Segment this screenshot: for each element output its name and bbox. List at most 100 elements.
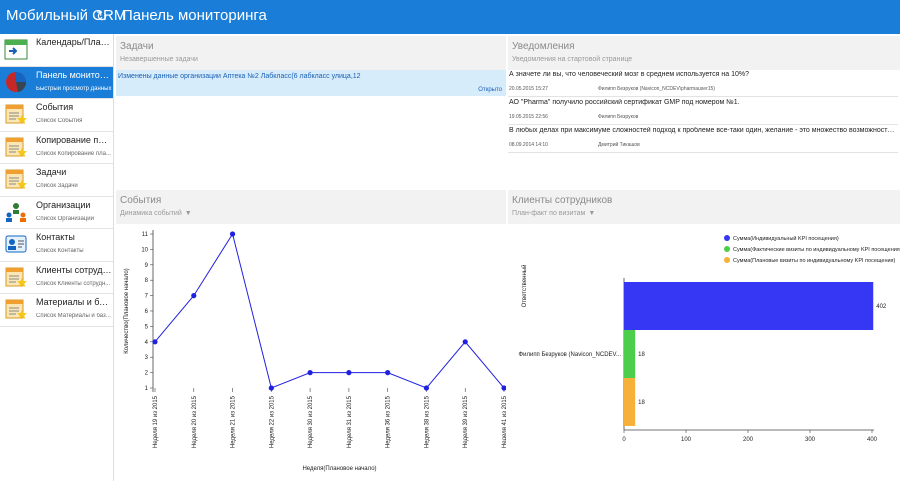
app-title: Мобильный CRM xyxy=(6,7,127,24)
sidebar-item-materials[interactable]: Материалы и база... Список Материалы и б… xyxy=(0,294,113,327)
category-label: Филипп Безруков (Navicon_NCDEV... xyxy=(519,352,622,358)
legend-label: Сумма(Фактические визиты по индивидуальн… xyxy=(733,247,900,253)
y-tick-label: 6 xyxy=(145,309,149,315)
sidebar-item-calendar[interactable]: Календарь/Планир... xyxy=(0,34,113,67)
data-point xyxy=(152,339,158,345)
calendar-icon xyxy=(4,39,28,60)
y-tick-label: 5 xyxy=(145,324,149,330)
sidebar-item-label: Контакты xyxy=(36,232,75,242)
list-star-icon xyxy=(5,299,27,319)
sidebar-item-organizations[interactable]: Организации Список Организации xyxy=(0,197,113,229)
x-tick-label: Неделя 31 из 2015 xyxy=(347,395,353,448)
sidebar-item-employee-clients[interactable]: Клиенты сотрудник... Список Клиенты сотр… xyxy=(0,262,113,294)
data-point xyxy=(385,370,391,376)
data-point xyxy=(501,385,506,391)
notification-date: 20.05.2015 15:27 xyxy=(509,86,548,92)
clients-panel-header: Клиенты сотрудников План-факт по визитам… xyxy=(508,190,900,224)
y-tick-label: 2 xyxy=(145,371,149,377)
x-tick-label: Неделя 36 из 2015 xyxy=(386,395,392,448)
bar xyxy=(624,282,874,330)
x-tick-label: Неделя 21 из 2015 xyxy=(231,395,237,448)
x-tick-label: Неделя 19 из 2015 xyxy=(153,395,159,448)
sidebar-item-sub: Список Копирование пла... xyxy=(36,150,111,157)
notification-text: А значете ли вы, что человеческий мозг в… xyxy=(509,71,750,78)
sidebar-item-label: События xyxy=(36,102,74,112)
y-axis-label: Ответственный xyxy=(521,265,528,308)
data-label: 402 xyxy=(876,304,887,310)
chevron-down-icon: ▼ xyxy=(184,210,192,217)
bar xyxy=(624,330,636,378)
page-title: Панель мониторинга xyxy=(122,7,267,24)
x-tick-label: 200 xyxy=(743,437,754,443)
x-tick-label: 100 xyxy=(681,437,692,443)
notification-author: Филипп Безруков xyxy=(598,114,639,120)
chevron-down-icon: ▼ xyxy=(588,210,596,217)
sidebar-item-label: Организации xyxy=(36,199,91,210)
x-tick-label: Неделя 20 из 2015 xyxy=(192,395,198,448)
legend-marker xyxy=(724,246,730,252)
x-tick-label: 400 xyxy=(867,437,878,443)
y-tick-label: 11 xyxy=(142,232,149,238)
clients-subtitle: План-факт по визитам xyxy=(512,210,586,217)
clients-bar-chart: Сумма(Индивидуальный KPI посещения) Сумма… xyxy=(519,235,900,443)
x-tick-label: Неделя 38 из 2015 xyxy=(424,395,430,448)
sidebar-item-dashboard[interactable]: Панель мониторинга Быстрый просмотр данн… xyxy=(0,66,113,99)
x-tick-label: 0 xyxy=(622,437,626,443)
data-point xyxy=(423,385,430,391)
events-subtitle-dropdown[interactable]: Динамика событий ▼ xyxy=(120,210,192,217)
notification-date: 19.05.2015 22:56 xyxy=(509,114,548,120)
y-tick-label: 1 xyxy=(145,386,149,392)
sidebar-item-label: Панель мониторинга xyxy=(36,69,112,80)
data-point xyxy=(229,231,236,237)
notification-text: В любых делах при максимуме сложностей п… xyxy=(509,127,895,134)
events-line-chart: 1 2 3 4 5 6 7 8 9 10 11 Неделя 19 из 2015 Неделя 20 … xyxy=(124,230,506,472)
data-point xyxy=(307,370,313,376)
clients-title: Клиенты сотрудников xyxy=(512,195,613,206)
sidebar-item-plan-copy[interactable]: Копирование плане... Список Копирование … xyxy=(0,132,113,164)
notification-item[interactable]: АО "Pharma" получило российский сертифик… xyxy=(508,97,898,125)
organization-icon xyxy=(6,202,26,222)
data-label: 18 xyxy=(638,400,645,406)
x-tick-label: Неделя 39 из 2015 xyxy=(463,395,469,448)
list-star-icon xyxy=(5,169,27,189)
list-star-icon xyxy=(5,137,27,157)
task-row[interactable]: Изменены данные организации Аптека №2 Ла… xyxy=(116,70,506,96)
notifications-title: Уведомления xyxy=(512,41,575,52)
sidebar-item-sub: Список Клиенты сотрудн... xyxy=(36,280,111,287)
sidebar-item-sub: Список События xyxy=(36,118,83,124)
notification-item[interactable]: А значете ли вы, что человеческий мозг в… xyxy=(508,69,898,97)
sidebar-item-events[interactable]: События Список События xyxy=(0,99,113,132)
refresh-icon[interactable]: ↻ xyxy=(96,8,108,24)
x-tick-label: 300 xyxy=(805,437,816,443)
tasks-subtitle: Незавершенные задачи xyxy=(120,56,198,63)
list-star-icon xyxy=(5,267,27,287)
notification-item[interactable]: В любых делах при максимуме сложностей п… xyxy=(508,125,898,153)
sidebar-item-tasks[interactable]: Задачи Список Задачи xyxy=(0,164,113,197)
x-axis-label: Неделя(Плановое начало) xyxy=(302,466,376,472)
legend-marker xyxy=(724,257,730,263)
y-tick-label: 7 xyxy=(145,294,149,300)
sidebar-item-sub: Список Контакты xyxy=(36,248,84,254)
clients-subtitle-dropdown[interactable]: План-факт по визитам ▼ xyxy=(512,210,595,217)
notification-author: Дмитрий Тикашов xyxy=(598,142,640,148)
sidebar-item-label: Материалы и база... xyxy=(36,297,112,307)
sidebar-item-label: Клиенты сотрудник... xyxy=(36,264,112,275)
y-tick-label: 4 xyxy=(145,340,149,346)
sidebar-item-label: Календарь/Планир... xyxy=(36,37,112,47)
y-tick-label: 10 xyxy=(141,247,148,253)
pie-chart-icon xyxy=(6,71,27,92)
list-star-icon xyxy=(5,104,27,124)
notification-date: 08.09.2014 14:10 xyxy=(509,142,548,148)
events-title: События xyxy=(120,195,162,206)
x-tick-label: Неделя 22 из 2015 xyxy=(269,395,275,448)
notifications-subtitle: Уведомления на стартовой странице xyxy=(512,56,633,63)
sidebar-item-contacts[interactable]: Контакты Список Контакты xyxy=(0,229,113,262)
data-point xyxy=(462,339,468,345)
notification-author: Филипп Безруков (Navicon_NCDEV\pharmause… xyxy=(598,86,715,92)
sidebar-item-sub: Быстрый просмотр данных xyxy=(36,85,112,92)
series-line xyxy=(154,232,505,389)
y-tick-label: 3 xyxy=(145,355,149,361)
tasks-title: Задачи xyxy=(120,41,154,52)
bar xyxy=(624,378,636,426)
events-panel-header: События Динамика событий ▼ xyxy=(116,190,506,224)
